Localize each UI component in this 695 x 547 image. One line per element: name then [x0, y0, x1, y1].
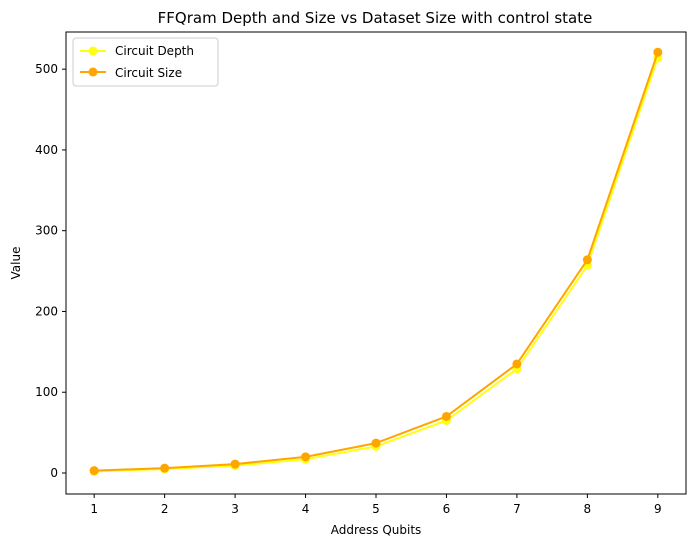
legend-label-circuit-size: Circuit Size — [115, 66, 182, 80]
series-layer — [89, 47, 663, 476]
y-axis-label: Value — [9, 247, 23, 280]
legend-box — [72, 37, 219, 87]
data-point-circuit-size-4 — [301, 452, 311, 462]
y-tick-label-400: 400 — [35, 143, 58, 157]
legend-marker-circuit-depth — [88, 46, 98, 56]
x-tick-label-6: 6 — [443, 502, 451, 516]
y-axis: 0 100 200 300 400 500 — [35, 62, 66, 480]
x-axis-label: Address Qubits — [331, 523, 422, 537]
x-tick-label-7: 7 — [513, 502, 521, 516]
x-tick-label-2: 2 — [161, 502, 169, 516]
data-point-circuit-size-5 — [371, 438, 381, 448]
x-tick-label-5: 5 — [372, 502, 380, 516]
legend-marker-circuit-size — [88, 67, 98, 77]
x-axis: 1 2 3 4 5 6 7 8 9 — [90, 494, 662, 516]
chart-title: FFQram Depth and Size vs Dataset Size wi… — [158, 9, 593, 27]
y-tick-label-300: 300 — [35, 224, 58, 238]
data-point-circuit-size-9 — [653, 47, 663, 57]
data-point-circuit-size-8 — [582, 255, 592, 265]
data-point-circuit-size-1 — [89, 466, 99, 476]
y-tick-label-200: 200 — [35, 304, 58, 318]
x-tick-label-1: 1 — [90, 502, 98, 516]
y-tick-label-0: 0 — [50, 466, 58, 480]
x-tick-label-3: 3 — [231, 502, 239, 516]
data-point-circuit-size-2 — [160, 463, 170, 473]
legend: Circuit Depth Circuit Size — [72, 37, 219, 87]
legend-label-circuit-depth: Circuit Depth — [115, 44, 194, 58]
x-tick-label-9: 9 — [654, 502, 662, 516]
data-point-circuit-size-6 — [441, 411, 451, 421]
x-tick-label-4: 4 — [302, 502, 310, 516]
plot-area — [65, 31, 687, 495]
data-point-circuit-size-7 — [512, 359, 522, 369]
y-tick-label-100: 100 — [35, 385, 58, 399]
data-point-circuit-size-3 — [230, 459, 240, 469]
x-tick-label-8: 8 — [584, 502, 592, 516]
y-tick-label-500: 500 — [35, 62, 58, 76]
